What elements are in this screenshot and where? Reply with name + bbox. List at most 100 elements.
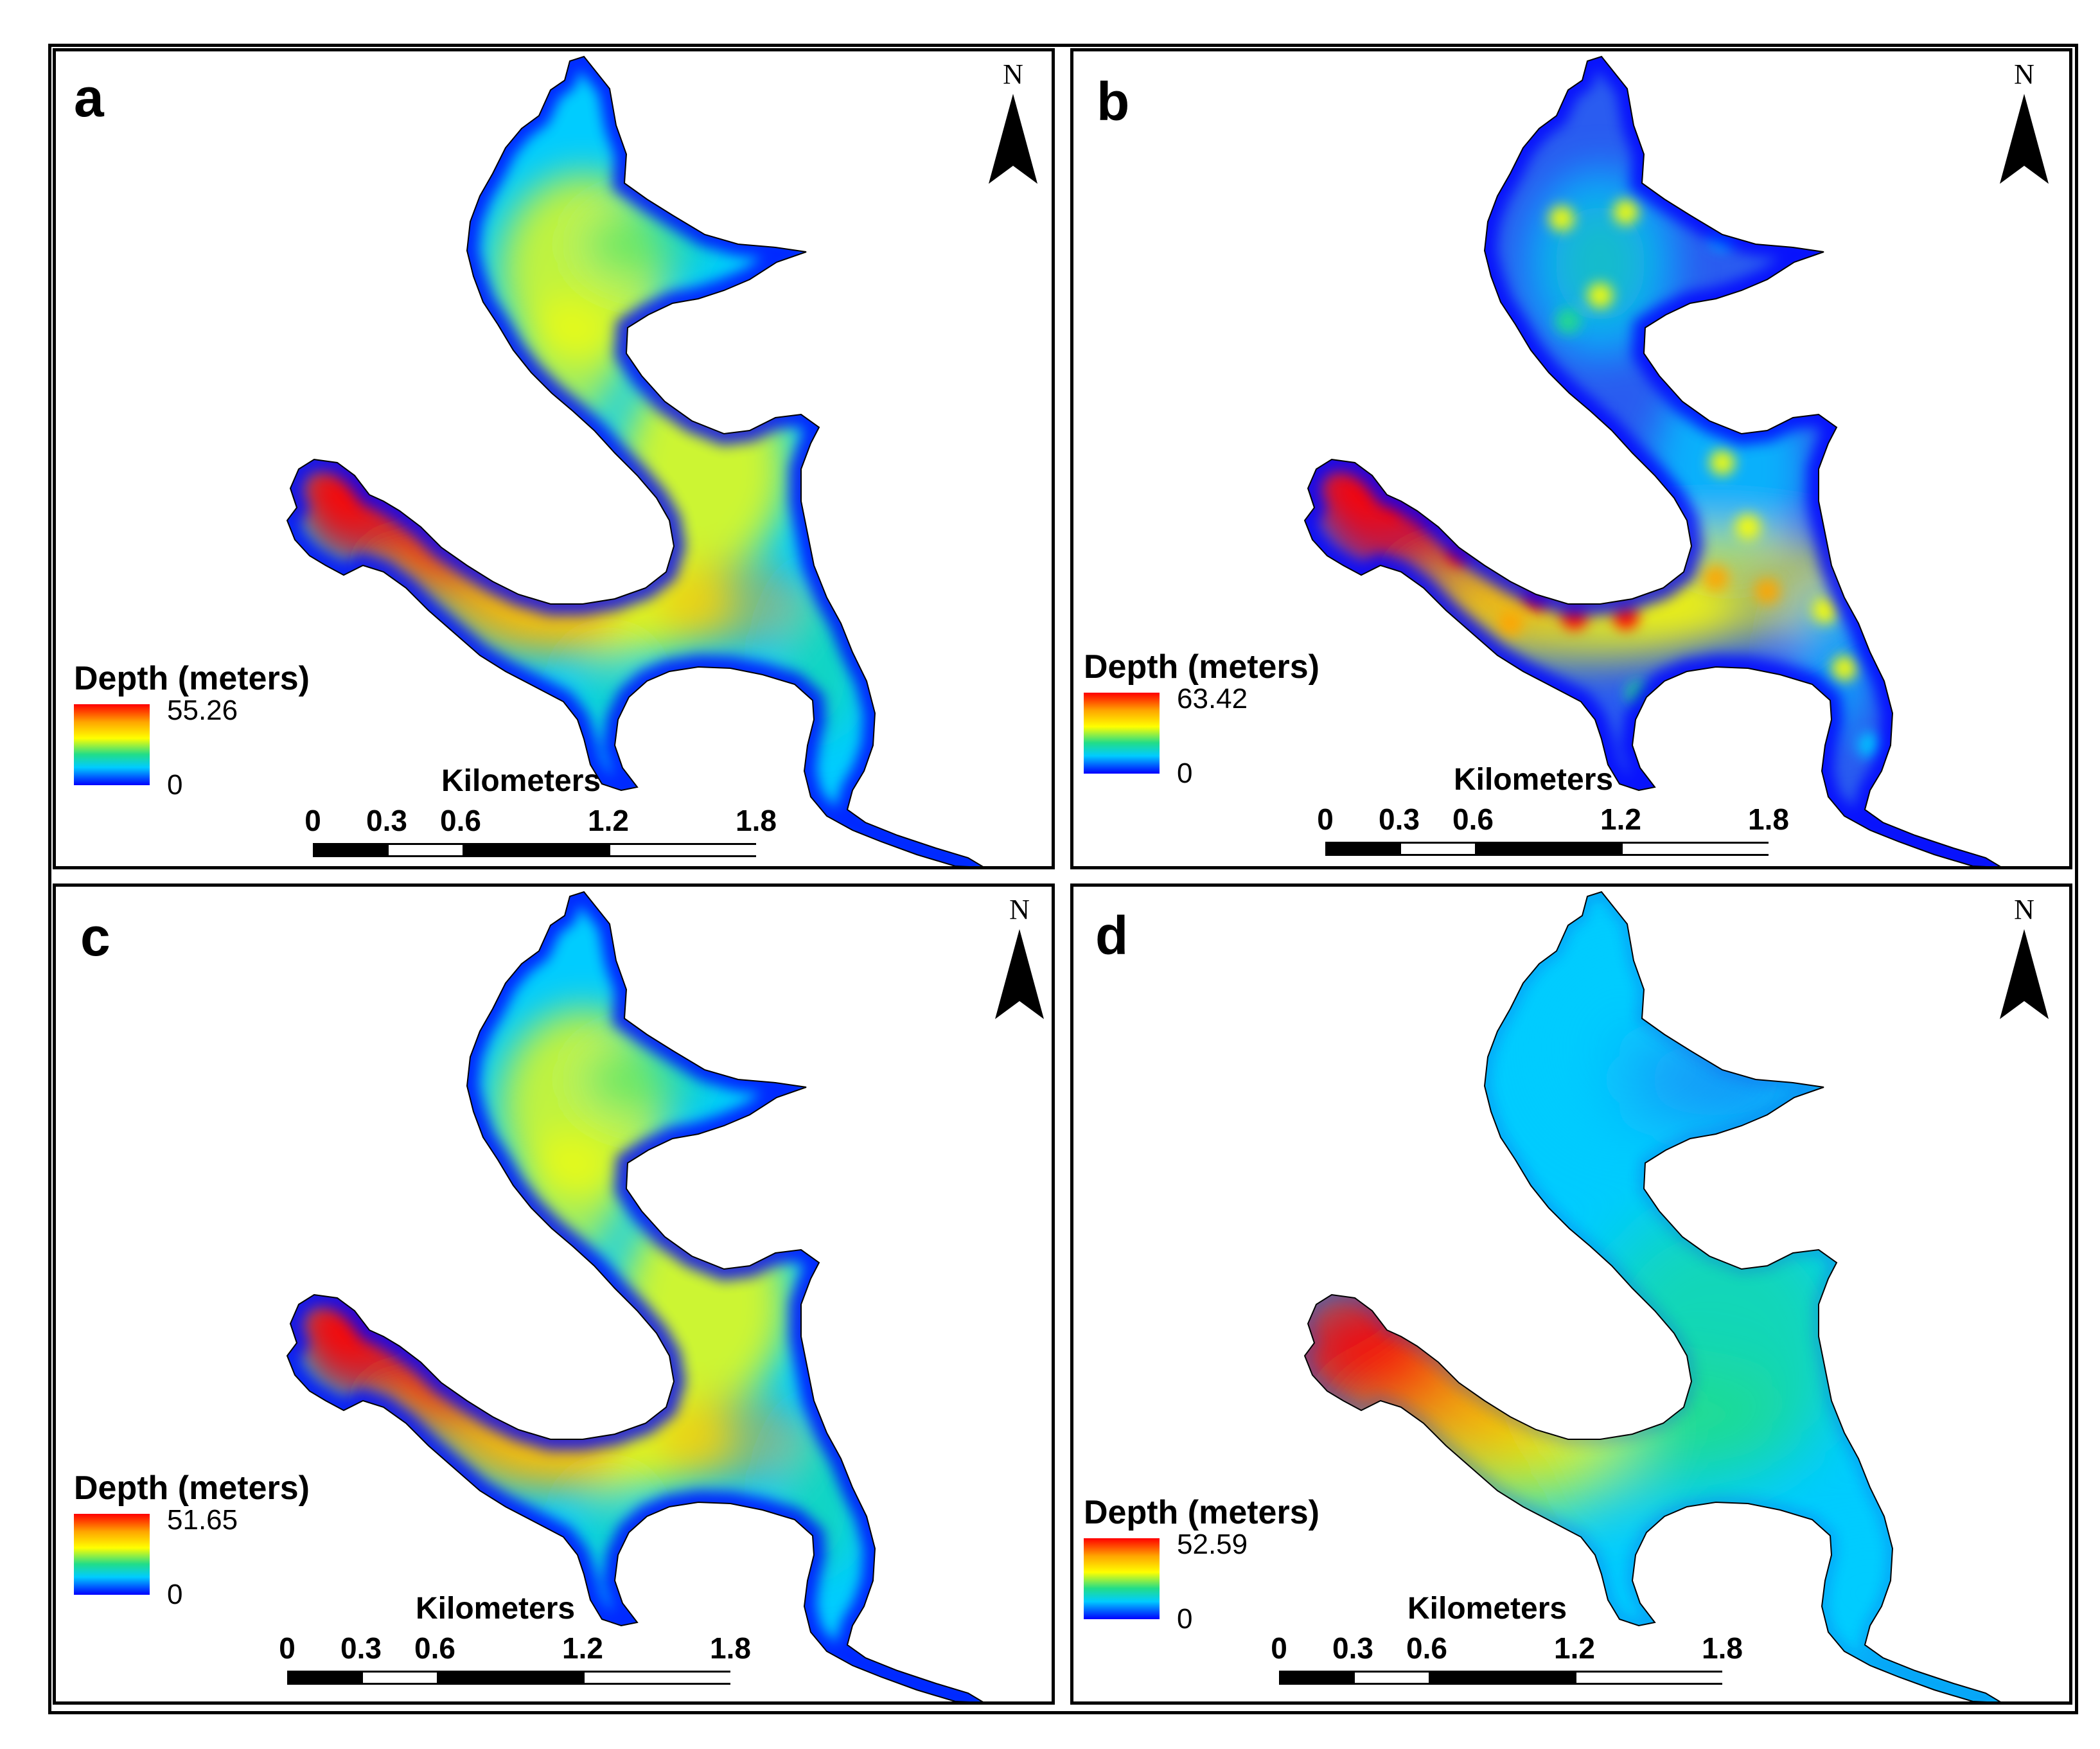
scale-bar-segment (585, 1673, 732, 1683)
panel-c: c N Depth (meters) 51.65 0 Kilometers 0 … (53, 883, 1055, 1705)
north-label: N (2014, 58, 2034, 90)
scale-tick-label: 0.3 (366, 804, 407, 837)
color-ramp (1084, 1538, 1160, 1619)
bathymetry-map (286, 55, 984, 866)
north-arrow: N (981, 60, 1045, 189)
scale-bar-track (287, 1671, 732, 1685)
depth-zone (1774, 1516, 1966, 1671)
scale-tick-label: 0.6 (1406, 1631, 1447, 1665)
legend-title: Depth (meters) (74, 1469, 310, 1507)
scale-bar-segment (1281, 1673, 1355, 1683)
sounding-point (1677, 373, 1703, 398)
legend-min-value: 0 (167, 1579, 183, 1610)
scale-bar-segment (315, 845, 389, 855)
shoreline-shading (287, 57, 984, 866)
legend-max-value: 51.65 (167, 1504, 238, 1536)
scale-bar-segment (389, 845, 463, 855)
color-ramp (74, 1514, 150, 1595)
north-label: N (1009, 894, 1030, 925)
scale-tick-label: 1.2 (1600, 803, 1641, 836)
depth-zone (1619, 1041, 1812, 1118)
scale-tick-label: 0 (1271, 1631, 1287, 1665)
legend-title: Depth (meters) (74, 660, 310, 697)
depth-legend: Depth (meters) 52.59 0 (1084, 1496, 1354, 1644)
scale-bar-title: Kilometers (1454, 763, 1614, 797)
sounding-point (1497, 610, 1523, 636)
shoreline (286, 55, 984, 866)
panel-b: b N Depth (meters) 63.42 0 Kilometers 0 … (1070, 48, 2072, 869)
depth-surface (1305, 57, 2002, 866)
legend-max-value: 63.42 (1177, 683, 1248, 715)
shoreline (286, 891, 984, 1701)
bathymetry-map (1303, 55, 2002, 866)
scale-bar-segment (610, 845, 758, 855)
scale-tick-label: 1.8 (710, 1631, 751, 1665)
legend-min-value: 0 (167, 769, 183, 801)
scale-bar-title: Kilometers (1407, 1592, 1567, 1626)
depth-legend: Depth (meters) 51.65 0 (74, 1471, 344, 1619)
scale-tick-label: 0.6 (1452, 803, 1494, 836)
color-ramp (1084, 693, 1160, 774)
depth-surface (287, 57, 984, 866)
outer-frame (48, 44, 2078, 1714)
scale-tick-label: 1.8 (1748, 803, 1789, 836)
scale-bar-track (1279, 1671, 1724, 1685)
panel-letter: a (74, 67, 104, 128)
sounding-point (1754, 578, 1780, 604)
legend-max-value: 52.59 (1177, 1529, 1248, 1560)
sounding-point (1703, 565, 1729, 591)
scale-tick-label: 0.6 (414, 1631, 455, 1665)
depth-zone (653, 559, 807, 649)
scale-bar-segment (1576, 1673, 1724, 1683)
scale-tick-label: 0.3 (1332, 1631, 1373, 1665)
legend-title: Depth (meters) (1084, 1494, 1319, 1531)
scale-bar-segment (1355, 1673, 1429, 1683)
north-arrow-icon (2000, 94, 2049, 184)
bathymetry-map (1303, 891, 2002, 1701)
north-arrow-icon (2000, 929, 2049, 1019)
scale-bar-segment (437, 1673, 585, 1683)
scale-tick-label: 1.8 (1702, 1631, 1743, 1665)
depth-zone (1305, 1279, 1465, 1420)
scale-bar-segment (363, 1673, 437, 1683)
legend-max-value: 55.26 (167, 695, 238, 726)
legend-min-value: 0 (1177, 1603, 1193, 1635)
depth-zone (653, 1394, 807, 1484)
north-label: N (2014, 894, 2034, 925)
north-arrow: N (987, 896, 1052, 1024)
scale-tick-label: 1.2 (562, 1631, 603, 1665)
scale-tick-label: 1.8 (736, 804, 777, 837)
sounding-point (1613, 199, 1639, 225)
scale-tick-label: 0 (304, 804, 321, 837)
north-arrow-icon (995, 929, 1044, 1019)
depth-surface (287, 892, 984, 1701)
scale-bar: Kilometers 0 0.3 0.6 1.2 1.8 (304, 764, 801, 857)
scale-tick-label: 0 (1317, 803, 1334, 836)
scale-bar: Kilometers 0 0.3 0.6 1.2 1.8 (1317, 763, 1813, 856)
scale-bar-track (313, 843, 758, 857)
scale-bar-segment (1327, 844, 1401, 854)
sounding-point (1555, 308, 1581, 334)
scale-tick-label: 1.2 (588, 804, 629, 837)
panel-letter: d (1095, 905, 1129, 966)
shoreline (1303, 55, 2001, 866)
sounding-point (1735, 514, 1761, 540)
panel-letter: b (1097, 71, 1130, 132)
depth-legend: Depth (meters) 55.26 0 (74, 662, 344, 810)
scale-bar: Kilometers 0 0.3 0.6 1.2 1.8 (1271, 1592, 1767, 1685)
depth-surface (1305, 892, 2002, 1701)
sounding-point (1709, 450, 1735, 475)
north-arrow: N (1992, 896, 2056, 1024)
color-ramp (74, 704, 150, 785)
scale-tick-label: 0 (279, 1631, 296, 1665)
depth-zone (1555, 206, 1645, 321)
scale-tick-label: 0.6 (440, 804, 481, 837)
panel-d: d N Depth (meters) 52.59 0 Kilometers 0 … (1070, 883, 2072, 1705)
north-arrow: N (1992, 60, 2056, 189)
shoreline-shading (1305, 57, 2002, 866)
scale-bar: Kilometers 0 0.3 0.6 1.2 1.8 (279, 1594, 775, 1685)
scale-bar-segment (1475, 844, 1623, 854)
scale-bar-title: Kilometers (441, 764, 601, 798)
depth-legend: Depth (meters) 63.42 0 (1084, 650, 1354, 798)
